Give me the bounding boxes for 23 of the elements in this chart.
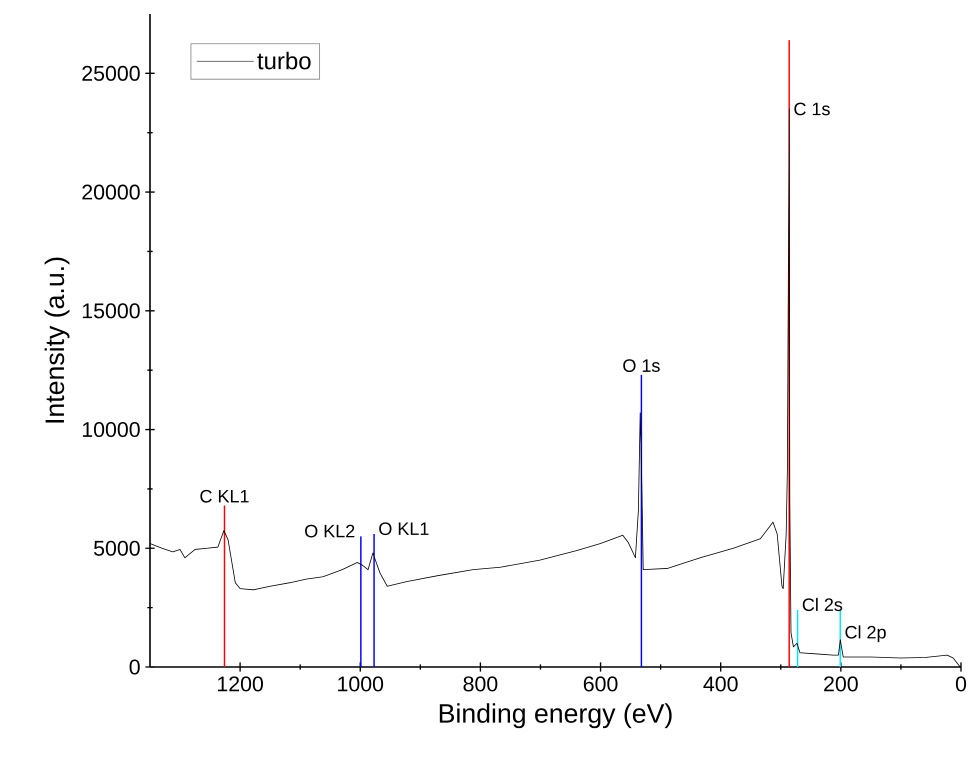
annotation: O KL1 [379, 522, 428, 536]
y-tick-label: 5000 [94, 540, 140, 556]
x-tick-label: 1000 [338, 676, 384, 692]
y-tick-label: 25000 [82, 66, 140, 81]
annotation: Cl 2s [802, 598, 842, 612]
x-tick-label: 200 [824, 676, 858, 692]
x-tick-label: 400 [703, 676, 738, 692]
y-axis-title: Intensity (a.u.) [44, 258, 70, 423]
x-tick-label: 0 [956, 676, 966, 692]
x-tick-label: 800 [464, 676, 498, 692]
annotation: O 1s [623, 359, 660, 372]
x-tick-label: 1200 [218, 676, 263, 692]
annotation: C KL1 [200, 490, 249, 503]
annotation: C 1s [794, 102, 830, 116]
y-tick-label: 20000 [82, 184, 140, 200]
y-tick-label: 15000 [82, 303, 140, 318]
text: turbo [257, 52, 311, 70]
y-tick-label: 10000 [82, 422, 140, 438]
annotation: O KL2 [305, 524, 354, 538]
x-axis-title: Binding energy (eV) [440, 703, 672, 728]
annotation: Cl 2p [845, 625, 886, 642]
x-tick-label: 600 [584, 676, 618, 692]
y-tick-label: 0 [130, 659, 140, 675]
